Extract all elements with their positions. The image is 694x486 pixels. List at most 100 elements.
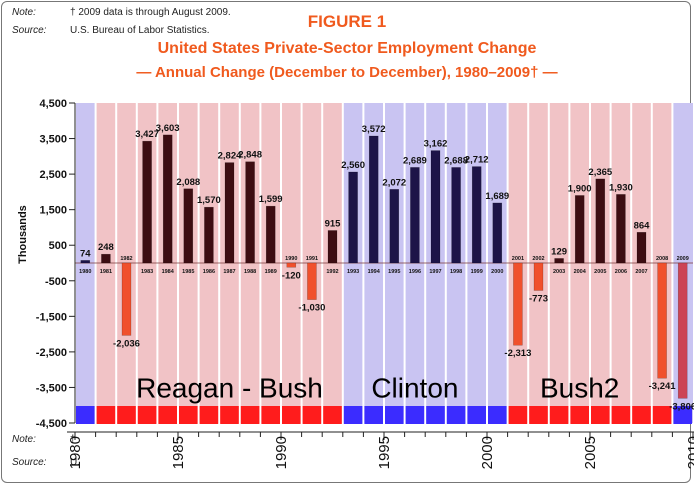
party-stripe-2005 [591,406,610,424]
top-note-text: † 2009 data is through August 2009. [70,7,231,18]
party-stripe-2003 [549,406,569,424]
value-label-1980: 74 [80,248,91,259]
party-stripe-1987 [220,406,239,424]
value-label-1995: 2,072 [382,177,406,188]
bottom-source: Source: U. [12,457,80,468]
bar-1983 [142,140,152,264]
year-label-1983: 1983 [141,269,153,275]
x-axis-label-1990: 1990 [273,436,290,469]
bar-1984 [162,134,173,264]
party-stripe-1989 [261,406,280,424]
value-label-1988: 2,848 [238,150,262,161]
year-label-1988: 1988 [244,269,256,275]
x-axis-label-1980: 1980 [67,436,84,469]
value-label-1984: 3,603 [156,123,180,134]
year-label-1985: 1985 [182,269,194,275]
y-tick-label-9: -4,500 [36,418,67,430]
year-label-2008: 2008 [656,256,668,262]
year-label-2001: 2001 [512,256,524,262]
party-stripe-1995 [385,406,404,424]
y-tick-label-7: -2,500 [36,347,67,359]
year-label-2005: 2005 [594,269,606,275]
year-label-2009: 2009 [677,256,689,262]
value-label-1993: 2,560 [341,160,365,171]
bar-1997 [430,150,441,264]
bar-1985 [183,188,194,264]
year-label-1995: 1995 [388,269,400,275]
year-label-1992: 1992 [326,269,338,275]
bar-2006 [616,194,626,264]
bottom-source-key: Source: [12,457,47,468]
y-tick-label-2: 2,500 [39,169,67,181]
value-label-1999: 2,712 [465,155,489,166]
bar-1992 [327,230,338,264]
x-axis-label-1985: 1985 [170,436,187,469]
chart-subtitle: — Annual Change (December to December), … [136,64,558,81]
value-label-1997: 3,162 [424,139,448,150]
bar-1991 [307,262,317,300]
top-source-key: Source: [12,25,47,36]
value-label-1985: 2,088 [176,177,200,188]
party-stripe-1982 [117,406,136,424]
bar-1982 [121,262,132,336]
bar-1995 [389,189,400,264]
year-label-2000: 2000 [491,269,503,275]
year-label-1981: 1981 [100,269,112,275]
year-label-1980: 1980 [79,269,91,275]
y-axis-label: Thousands [17,205,29,264]
top-source: Source: U.S. Bureau of Labor Statistics. [12,25,210,36]
value-label-2002: -773 [529,293,548,304]
x-axis-label-2005: 2005 [582,436,599,469]
bottom-note-key: Note: [12,434,36,445]
party-stripe-1991 [302,406,322,424]
y-tick-label-3: 1,500 [39,205,67,217]
year-label-2003: 2003 [553,269,565,275]
year-label-1999: 1999 [471,269,483,275]
y-tick-label-6: -1,500 [36,311,67,323]
value-label-2007: 864 [634,220,651,231]
year-label-1994: 1994 [368,269,381,275]
value-label-1992: 915 [325,218,342,229]
bar-2003 [554,258,564,264]
bar-1988 [245,161,255,264]
x-axis-label-1995: 1995 [376,436,393,469]
party-stripe-1998 [446,406,466,424]
bar-2007 [636,232,647,264]
bar-1994 [368,135,379,264]
y-tick-label-4: 500 [49,240,67,252]
party-stripe-2007 [632,406,651,424]
top-note: Note: † 2009 data is through August 2009. [12,7,231,18]
party-stripe-1992 [323,406,342,424]
year-label-1986: 1986 [203,269,215,275]
value-label-1996: 2,689 [403,155,427,166]
year-label-1984: 1984 [162,269,175,275]
value-label-1981: 248 [98,242,114,253]
party-stripe-1983 [137,406,157,424]
party-stripe-1994 [364,406,383,424]
party-stripe-1986 [199,406,219,424]
y-tick-label-1: 3,500 [39,134,67,146]
party-stripe-1980 [76,406,95,424]
value-label-2000: 1,689 [485,191,509,202]
party-stripe-2009 [673,406,692,424]
bar-2002 [533,262,544,291]
party-stripe-1985 [179,406,198,424]
party-stripe-2002 [529,406,548,424]
year-label-1989: 1989 [265,269,277,275]
value-label-1994: 3,572 [362,124,386,135]
bar-1989 [265,205,276,264]
year-label-1998: 1998 [450,269,462,275]
year-label-2007: 2007 [635,269,647,275]
year-label-1991: 1991 [306,256,318,262]
bottom-note: Note: † [12,434,76,445]
value-label-2006: 1,930 [609,182,633,193]
bar-1981 [101,253,111,264]
party-stripe-1984 [158,406,177,424]
era-annotation-2: Bush2 [540,372,619,403]
x-axis-label-2000: 2000 [479,436,496,469]
value-label-2001: -2,313 [504,348,531,359]
value-label-1990: -120 [282,270,301,281]
bar-2001 [513,262,523,346]
era-annotation-0: Reagan - Bush [136,372,323,403]
year-label-1993: 1993 [347,269,359,275]
